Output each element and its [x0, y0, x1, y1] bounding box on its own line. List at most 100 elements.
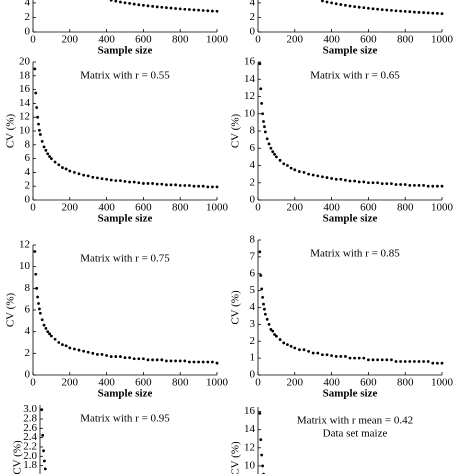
x-tick-label: 1000: [206, 377, 229, 389]
x-tick-label: 1000: [431, 34, 454, 46]
data-point: [321, 175, 324, 179]
data-point: [34, 91, 38, 95]
data-point: [390, 9, 393, 12]
data-point: [278, 338, 282, 341]
data-point: [42, 323, 46, 327]
data-point: [44, 148, 48, 152]
data-point: [353, 179, 356, 183]
data-point: [298, 348, 301, 352]
panel-title: Matrix with r = 0.85: [310, 248, 400, 260]
data-point: [96, 176, 99, 180]
y-tick-label: 0: [250, 26, 256, 38]
y-axis-label: CV (%): [230, 290, 242, 325]
data-point: [353, 356, 356, 360]
data-point: [263, 312, 267, 316]
data-point: [174, 183, 178, 187]
data-point: [192, 8, 196, 12]
y-tick-label: 6: [25, 304, 31, 316]
data-point: [201, 184, 205, 188]
data-point: [64, 167, 68, 171]
x-axis-label: Sample size: [323, 213, 378, 225]
data-point: [417, 10, 421, 14]
data-point: [440, 184, 444, 188]
data-point: [165, 359, 168, 363]
data-point: [197, 360, 201, 364]
x-axis-label: Sample size: [98, 388, 153, 400]
data-point: [263, 307, 266, 311]
data-point: [53, 337, 57, 341]
data-point: [35, 106, 39, 109]
data-point: [286, 164, 289, 167]
data-point: [408, 360, 412, 363]
x-tick-label: 200: [287, 34, 304, 46]
data-point: [137, 181, 141, 185]
data-point: [109, 355, 113, 358]
data-point: [431, 361, 435, 365]
data-point: [344, 355, 347, 358]
data-point: [105, 177, 108, 181]
data-point: [43, 467, 47, 471]
data-point: [128, 356, 132, 360]
data-point: [321, 0, 324, 3]
data-point: [38, 307, 41, 311]
y-tick-label: 16: [19, 83, 31, 95]
x-tick-label: 400: [323, 377, 340, 389]
x-tick-label: 600: [135, 34, 152, 46]
data-point: [160, 5, 164, 9]
data-point: [413, 10, 416, 14]
data-point: [293, 346, 297, 350]
data-point: [114, 179, 118, 183]
data-point: [197, 8, 201, 12]
data-point: [215, 9, 219, 13]
x-tick-label: 400: [98, 202, 115, 214]
data-point: [302, 348, 306, 352]
data-point: [394, 9, 398, 13]
data-point: [100, 353, 104, 356]
y-tick-label: 12: [244, 441, 255, 453]
data-point: [321, 353, 324, 357]
data-point: [33, 250, 37, 253]
y-tick-label: 16: [244, 405, 256, 417]
data-point: [169, 359, 173, 363]
data-point: [371, 181, 375, 185]
x-tick-label: 600: [360, 377, 377, 389]
data-point: [188, 360, 191, 364]
data-point: [123, 179, 127, 183]
data-point: [394, 360, 398, 363]
data-point: [36, 115, 39, 119]
data-point: [68, 346, 72, 350]
x-tick-label: 0: [255, 202, 261, 214]
data-point: [431, 184, 435, 188]
data-point: [344, 178, 347, 182]
data-point: [436, 184, 439, 188]
data-point: [114, 355, 118, 358]
data-point: [307, 349, 310, 353]
y-tick-label: 12: [19, 111, 30, 123]
data-point: [128, 180, 132, 184]
data-point: [436, 11, 439, 15]
y-tick-label: 14: [19, 97, 31, 109]
data-point: [201, 360, 205, 364]
y-tick-label: 2: [25, 11, 31, 23]
data-point: [426, 184, 430, 188]
data-point: [260, 453, 264, 457]
panel-title: Matrix with r mean = 0.42: [297, 415, 413, 427]
data-point: [362, 6, 366, 10]
data-point: [353, 5, 356, 9]
data-point: [119, 179, 122, 183]
x-tick-label: 200: [62, 377, 79, 389]
data-point: [265, 317, 269, 321]
data-point: [330, 177, 333, 180]
data-point: [422, 360, 425, 363]
x-axis-label: Sample size: [98, 213, 153, 225]
data-point: [371, 358, 375, 362]
y-tick-label: 8: [250, 234, 256, 246]
x-tick-label: 800: [397, 34, 414, 46]
data-point: [259, 438, 263, 442]
x-tick-label: 1000: [206, 202, 229, 214]
data-point: [86, 350, 90, 354]
data-point: [174, 359, 178, 363]
data-point: [302, 171, 306, 174]
data-point: [403, 360, 407, 363]
